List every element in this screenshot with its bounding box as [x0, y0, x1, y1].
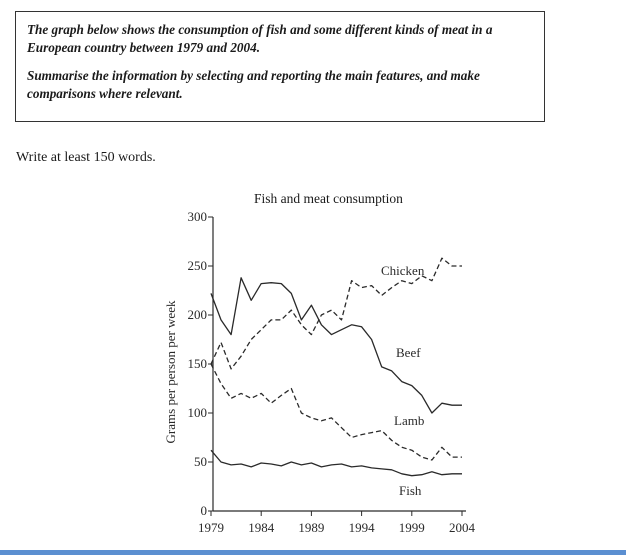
task-paragraph-1: The graph below shows the consumption of…	[27, 22, 493, 55]
series-line-lamb	[210, 363, 462, 461]
y-tick-label: 150	[188, 356, 208, 371]
series-line-chicken	[210, 257, 462, 370]
word-count-instruction: Write at least 150 words.	[16, 150, 156, 165]
series-label-fish: Fish	[399, 483, 422, 498]
y-tick-label: 300	[188, 209, 208, 224]
y-tick-label: 0	[201, 503, 208, 518]
chart-title: Fish and meat consumption	[254, 191, 403, 206]
series-line-beef	[210, 277, 462, 414]
task-prompt-box: The graph below shows the consumption of…	[15, 11, 545, 122]
x-tick-label: 1999	[399, 520, 425, 535]
y-axis-label: Grams per person per week	[163, 300, 178, 443]
x-tick-label: 1989	[298, 520, 324, 535]
series-label-lamb: Lamb	[394, 413, 424, 428]
x-tick-label: 1979	[198, 520, 224, 535]
x-tick-label: 2004	[449, 520, 476, 535]
y-tick-label: 200	[188, 307, 208, 322]
task-paragraph-2: Summarise the information by selecting a…	[27, 68, 480, 101]
series-line-fish	[210, 449, 462, 477]
bottom-border-bar	[0, 550, 626, 555]
y-tick-label: 50	[194, 454, 207, 469]
series-label-chicken: Chicken	[381, 263, 425, 278]
x-tick-label: 1984	[248, 520, 275, 535]
y-tick-label: 100	[188, 405, 208, 420]
y-tick-label: 250	[188, 258, 208, 273]
x-tick-label: 1994	[349, 520, 376, 535]
series-label-beef: Beef	[396, 345, 421, 360]
